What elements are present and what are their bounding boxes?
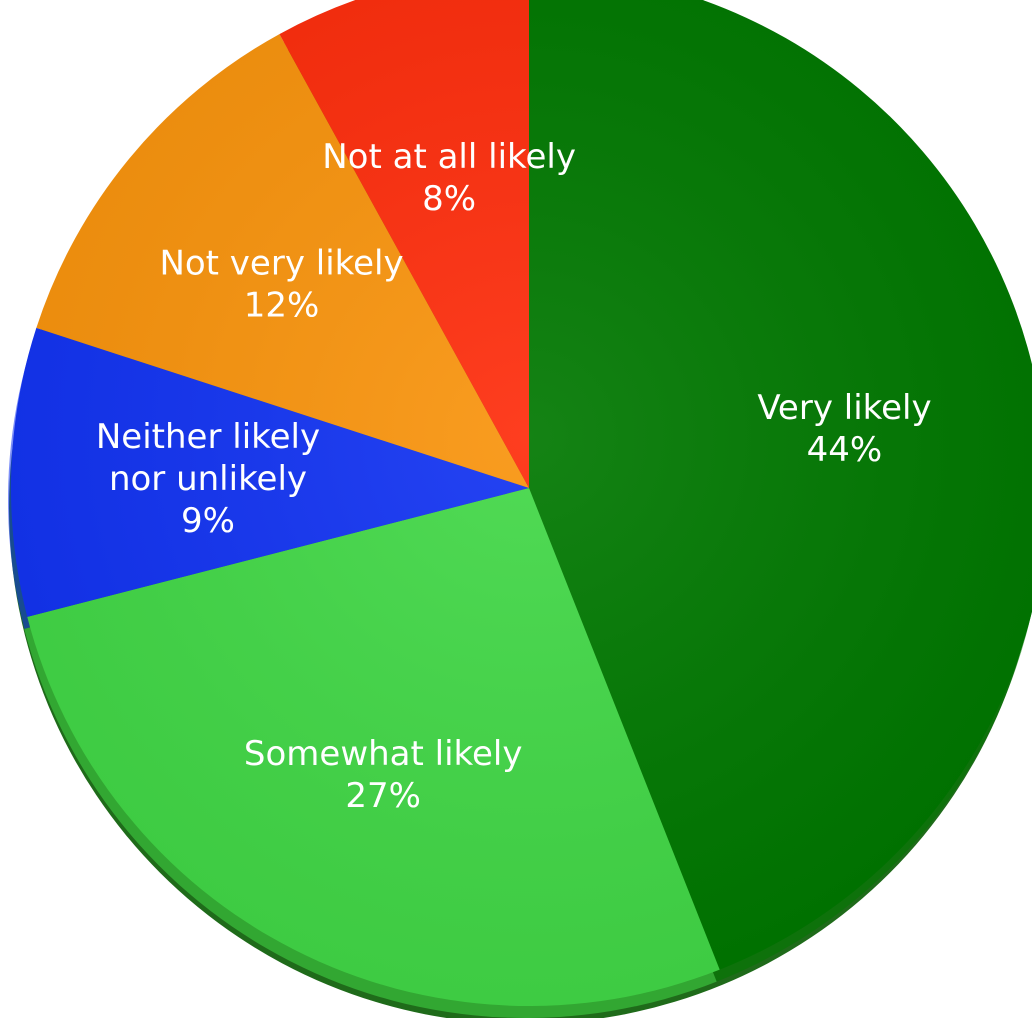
pie-slice-name: Not at all likely	[322, 137, 576, 177]
pie-slice-label: Somewhat likely 27%	[244, 734, 523, 816]
pie-slice-name: Neither likely	[96, 417, 320, 457]
pie-slice-value: 9%	[181, 501, 235, 541]
pie-slice-name: nor unlikely	[109, 459, 307, 499]
pie-slice-label: Very likely 44%	[757, 388, 931, 470]
pie-slice-label: Not very likely 12%	[159, 243, 403, 325]
pie-slice-name: Somewhat likely	[244, 734, 523, 774]
pie-slice-label: Neither likely nor unlikely 9%	[96, 417, 320, 541]
pie-slices	[11, 0, 1032, 1006]
pie-slice-label: Not at all likely 8%	[322, 137, 576, 219]
pie-slice-value: 27%	[345, 776, 421, 816]
pie-slice-name: Very likely	[757, 388, 931, 428]
pie-slice-value: 8%	[422, 179, 476, 219]
pie-labels: Very likely 44% Somewhat likely 27% Neither …	[96, 137, 932, 816]
pie-slice-value: 44%	[807, 430, 883, 470]
pie-slice-value: 12%	[244, 285, 320, 325]
pie-shading	[11, 0, 1032, 1006]
pie-slice-name: Not very likely	[159, 243, 403, 283]
